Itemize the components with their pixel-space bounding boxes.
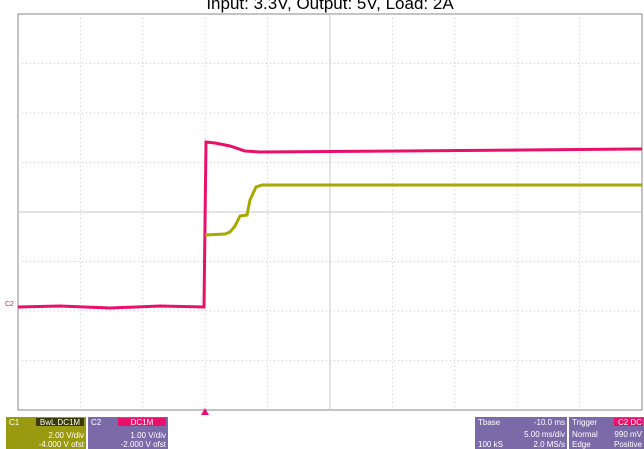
c1-trace (204, 183, 642, 237)
c2-label: C2 (91, 418, 102, 427)
c2-header (118, 418, 166, 426)
c2-trace (17, 140, 643, 310)
c1-label: C1 (9, 418, 20, 427)
trigger-mode: Normal (572, 430, 598, 439)
trigger-source: C2 DC (618, 418, 642, 427)
c2-offset: -2.000 V ofst (121, 440, 167, 449)
c2-marker: C2 (5, 301, 14, 308)
c1-offset: -4.000 V ofst (39, 440, 85, 449)
trigger-slope: Positive (614, 440, 643, 449)
timebase-delay: -10.0 ms (534, 418, 565, 427)
c1-header (36, 418, 84, 426)
grid (18, 14, 642, 410)
timebase-points: 100 kS (478, 440, 503, 449)
timebase-label: Tbase (478, 418, 501, 427)
timebase-scale: 5.00 ms/div (524, 430, 565, 439)
c1-scale: 2.00 V/div (48, 431, 84, 440)
c1-coupling: BwL DC1M (40, 418, 80, 427)
c2-coupling: DC1M (131, 418, 154, 427)
trigger-type: Edge (572, 440, 591, 449)
title: Input: 3.3V, Output: 5V, Load: 2A (206, 0, 454, 13)
c2-scale: 1.00 V/div (130, 431, 166, 440)
trigger-source-bg (614, 418, 643, 426)
trigger-label: Trigger (572, 418, 597, 427)
trigger-level: 990 mV (614, 430, 642, 439)
timebase-rate: 2.0 MS/s (533, 440, 565, 449)
timebase-box (475, 417, 567, 449)
trigger-marker (201, 408, 209, 415)
